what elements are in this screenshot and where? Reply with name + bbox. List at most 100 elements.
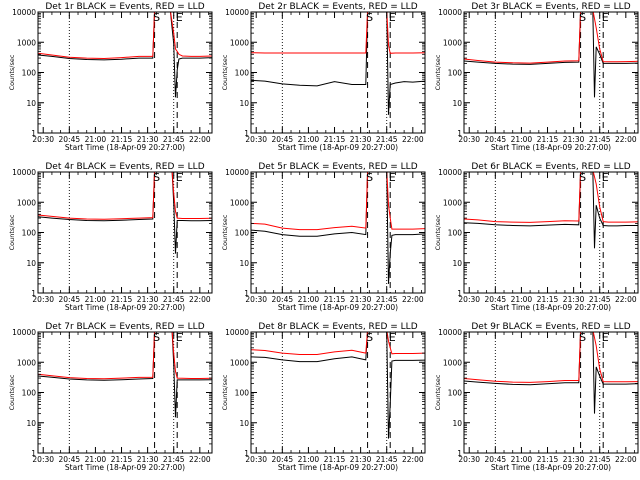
y-tick-label: 1 <box>31 449 36 458</box>
x-axis-label: Start Time (18-Apr-09 20:27:00) <box>65 143 185 152</box>
events-series-line <box>464 332 638 414</box>
x-tick-label: 21:30 <box>137 295 159 304</box>
x-tick-label: 20:30 <box>32 135 54 144</box>
y-tick-label: 100 <box>235 389 250 398</box>
x-tick-label: 21:00 <box>85 135 107 144</box>
x-tick-label: 20:45 <box>59 455 81 464</box>
x-tick-label: 21:45 <box>163 455 185 464</box>
y-tick-label: 10000 <box>225 328 249 337</box>
panel-title: Det 7r BLACK = Events, RED = LLD <box>45 322 204 332</box>
y-tick-label: 100 <box>22 69 37 78</box>
x-tick-label: 21:30 <box>350 455 372 464</box>
x-tick-label: 22:00 <box>189 135 211 144</box>
end-flag-label: E <box>389 331 396 344</box>
x-axis-label: Start Time (18-Apr-09 20:27:00) <box>491 143 611 152</box>
x-tick-label: 22:00 <box>615 295 637 304</box>
y-tick-label: 1 <box>31 129 36 138</box>
y-tick-label: 1000 <box>230 38 249 47</box>
events-series-line <box>464 172 638 249</box>
y-tick-label: 1000 <box>443 198 462 207</box>
x-tick-label: 21:00 <box>511 295 533 304</box>
x-tick-label: 20:30 <box>458 455 480 464</box>
x-tick-label: 21:15 <box>324 455 346 464</box>
y-tick-label: 1 <box>457 289 462 298</box>
x-tick-label: 22:00 <box>189 295 211 304</box>
y-tick-label: 1000 <box>230 198 249 207</box>
x-tick-label: 21:15 <box>111 455 133 464</box>
plot-frame <box>463 331 639 454</box>
end-flag-label: E <box>176 171 183 184</box>
x-tick-label: 20:45 <box>59 135 81 144</box>
x-tick-label: 20:45 <box>272 135 294 144</box>
y-tick-label: 100 <box>448 389 463 398</box>
y-axis-label: Counts/sec <box>221 54 229 90</box>
y-tick-label: 10 <box>26 259 36 268</box>
y-axis-label: Counts/sec <box>434 214 442 250</box>
x-axis-label: Start Time (18-Apr-09 20:27:00) <box>278 143 398 152</box>
y-axis-label: Counts/sec <box>8 214 16 250</box>
x-tick-label: 21:00 <box>298 295 320 304</box>
y-axis-label: Counts/sec <box>8 374 16 410</box>
x-axis-label: Start Time (18-Apr-09 20:27:00) <box>65 303 185 312</box>
x-tick-label: 21:30 <box>350 135 372 144</box>
start-flag-label: S <box>579 331 586 344</box>
events-series-line <box>38 172 212 254</box>
x-tick-label: 21:15 <box>324 295 346 304</box>
y-tick-label: 10 <box>452 259 462 268</box>
x-tick-label: 21:30 <box>563 295 585 304</box>
panel-title: Det 5r BLACK = Events, RED = LLD <box>258 162 417 172</box>
y-tick-label: 100 <box>448 229 463 238</box>
y-tick-label: 10000 <box>12 328 36 337</box>
y-tick-label: 10 <box>452 99 462 108</box>
panel-title: Det 3r BLACK = Events, RED = LLD <box>471 2 630 12</box>
x-tick-label: 20:45 <box>485 455 507 464</box>
x-tick-label: 21:00 <box>511 455 533 464</box>
plot-frame <box>37 331 213 454</box>
panel-title: Det 1r BLACK = Events, RED = LLD <box>45 2 204 12</box>
events-series-line <box>38 332 212 418</box>
lld-series-line <box>251 12 425 54</box>
x-tick-label: 21:45 <box>163 295 185 304</box>
x-tick-label: 21:15 <box>324 135 346 144</box>
x-tick-label: 21:45 <box>376 295 398 304</box>
x-tick-label: 22:00 <box>615 455 637 464</box>
y-tick-label: 10 <box>239 99 249 108</box>
y-tick-label: 10000 <box>438 328 462 337</box>
y-tick-label: 1000 <box>17 38 36 47</box>
y-tick-label: 1000 <box>17 198 36 207</box>
x-axis-label: Start Time (18-Apr-09 20:27:00) <box>278 303 398 312</box>
x-axis-label: Start Time (18-Apr-09 20:27:00) <box>491 303 611 312</box>
y-axis-label: Counts/sec <box>8 54 16 90</box>
x-tick-label: 22:00 <box>402 135 424 144</box>
start-flag-label: S <box>366 171 373 184</box>
y-tick-label: 1 <box>244 449 249 458</box>
lld-series-line <box>464 332 638 383</box>
plot-frame <box>463 11 639 134</box>
y-tick-label: 10000 <box>12 8 36 17</box>
end-flag-label: E <box>176 11 183 24</box>
x-tick-label: 21:00 <box>511 135 533 144</box>
panel-title: Det 8r BLACK = Events, RED = LLD <box>258 322 417 332</box>
x-tick-label: 20:45 <box>59 295 81 304</box>
x-tick-label: 20:30 <box>458 135 480 144</box>
x-tick-label: 21:45 <box>376 135 398 144</box>
x-tick-label: 20:45 <box>272 295 294 304</box>
x-tick-label: 22:00 <box>615 135 637 144</box>
end-flag-label: E <box>602 171 609 184</box>
panel-title: Det 6r BLACK = Events, RED = LLD <box>471 162 630 172</box>
y-tick-label: 1 <box>457 129 462 138</box>
y-tick-label: 10 <box>239 419 249 428</box>
y-axis-label: Counts/sec <box>434 54 442 90</box>
start-flag-label: S <box>153 11 160 24</box>
y-axis-label: Counts/sec <box>221 214 229 250</box>
y-tick-label: 100 <box>235 229 250 238</box>
x-tick-label: 20:30 <box>32 455 54 464</box>
events-series-line <box>38 12 212 98</box>
y-tick-label: 100 <box>22 389 37 398</box>
x-tick-label: 21:30 <box>137 135 159 144</box>
